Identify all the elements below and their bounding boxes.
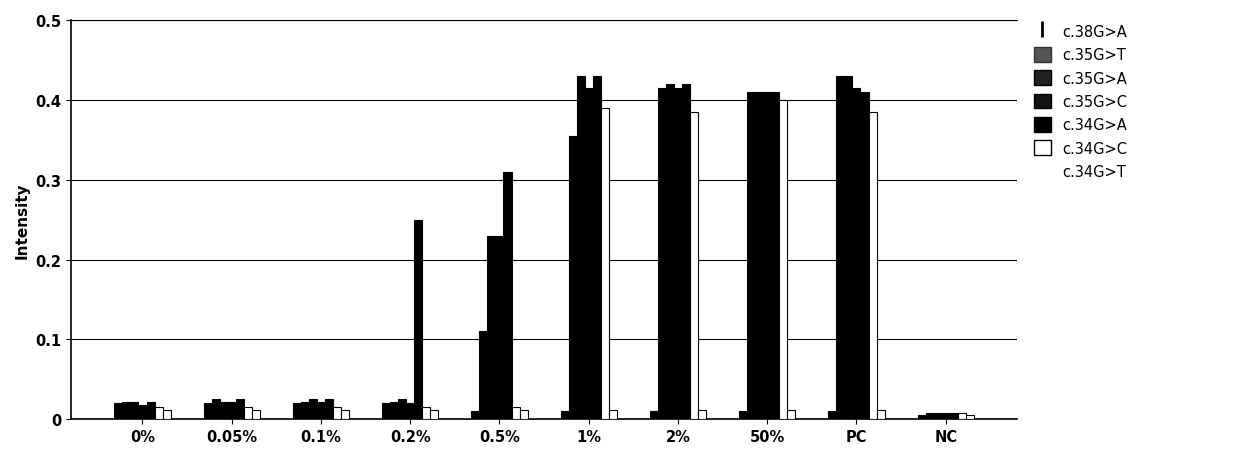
- Bar: [480, 332, 487, 420]
- Bar: [852, 89, 861, 420]
- Bar: [560, 411, 569, 420]
- Bar: [569, 136, 577, 420]
- Bar: [771, 93, 779, 420]
- Bar: [219, 402, 228, 420]
- Bar: [950, 413, 957, 420]
- Bar: [675, 89, 682, 420]
- Bar: [146, 402, 155, 420]
- Bar: [755, 93, 763, 420]
- Bar: [941, 413, 950, 420]
- Bar: [423, 408, 430, 420]
- Bar: [407, 403, 414, 420]
- Bar: [203, 403, 212, 420]
- Bar: [957, 413, 966, 420]
- Bar: [252, 410, 260, 420]
- Bar: [609, 410, 616, 420]
- Bar: [391, 402, 398, 420]
- Bar: [382, 403, 391, 420]
- Bar: [837, 77, 844, 420]
- Bar: [577, 77, 585, 420]
- Bar: [925, 413, 934, 420]
- Bar: [334, 408, 341, 420]
- Bar: [244, 408, 252, 420]
- Bar: [520, 410, 527, 420]
- Legend: c.38G>A, c.35G>T, c.35G>A, c.35G>C, c.34G>A, c.34G>C, c.34G>T: c.38G>A, c.35G>T, c.35G>A, c.35G>C, c.34…: [1034, 24, 1127, 180]
- Bar: [503, 172, 512, 420]
- Bar: [130, 402, 139, 420]
- Y-axis label: Intensity: Intensity: [15, 182, 30, 258]
- Bar: [828, 411, 837, 420]
- Bar: [228, 402, 236, 420]
- Bar: [414, 220, 423, 420]
- Bar: [114, 403, 123, 420]
- Bar: [398, 399, 407, 420]
- Bar: [698, 410, 706, 420]
- Bar: [123, 402, 130, 420]
- Bar: [212, 399, 219, 420]
- Bar: [430, 410, 439, 420]
- Bar: [650, 411, 658, 420]
- Bar: [689, 112, 698, 420]
- Bar: [317, 402, 325, 420]
- Bar: [293, 403, 301, 420]
- Bar: [918, 415, 925, 420]
- Bar: [666, 85, 675, 420]
- Bar: [787, 410, 795, 420]
- Bar: [236, 399, 244, 420]
- Bar: [682, 85, 689, 420]
- Bar: [868, 112, 877, 420]
- Bar: [162, 410, 171, 420]
- Bar: [471, 411, 480, 420]
- Bar: [658, 89, 666, 420]
- Bar: [600, 109, 609, 420]
- Bar: [487, 236, 496, 420]
- Bar: [341, 410, 350, 420]
- Bar: [844, 77, 852, 420]
- Bar: [934, 413, 941, 420]
- Bar: [763, 93, 771, 420]
- Bar: [877, 410, 884, 420]
- Bar: [593, 77, 600, 420]
- Bar: [139, 405, 146, 420]
- Bar: [496, 236, 503, 420]
- Bar: [325, 399, 334, 420]
- Bar: [309, 399, 317, 420]
- Bar: [155, 408, 162, 420]
- Bar: [748, 93, 755, 420]
- Bar: [861, 93, 868, 420]
- Bar: [779, 101, 787, 420]
- Bar: [966, 415, 973, 420]
- Bar: [739, 411, 748, 420]
- Bar: [512, 408, 520, 420]
- Bar: [585, 89, 593, 420]
- Bar: [301, 402, 309, 420]
